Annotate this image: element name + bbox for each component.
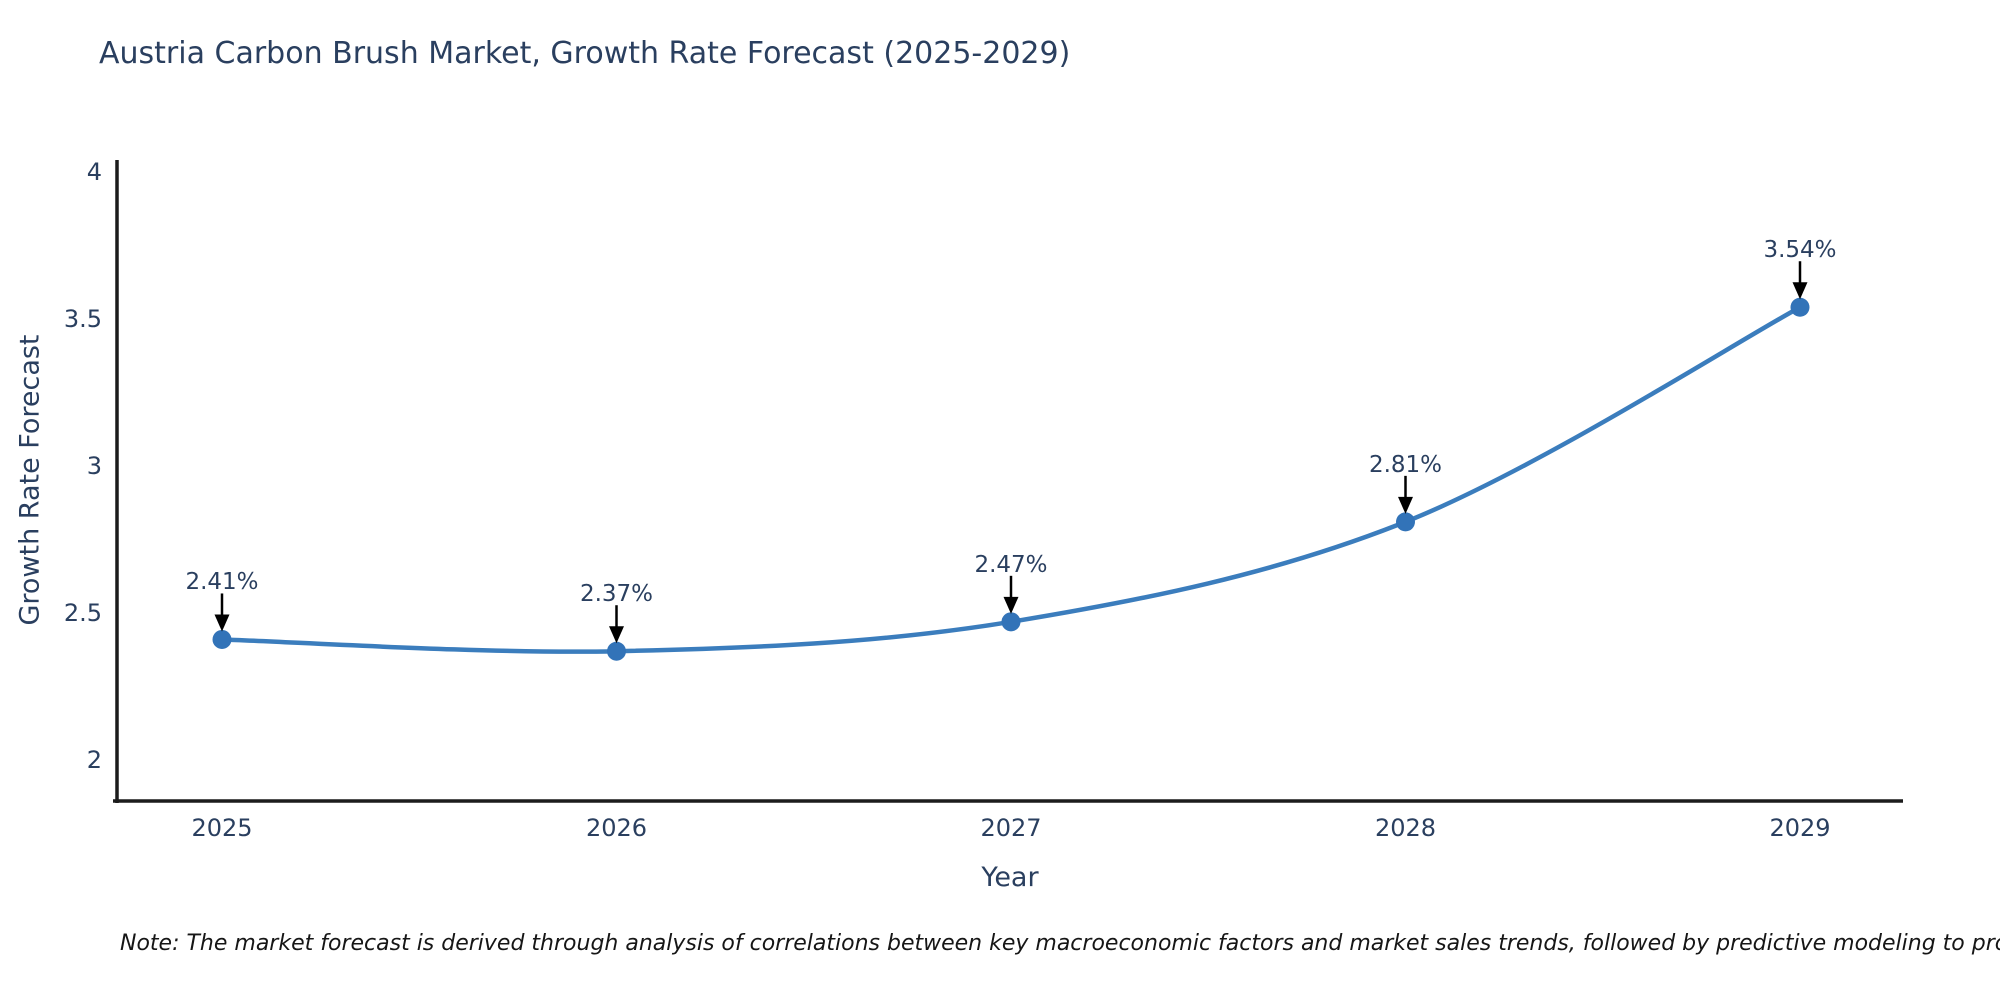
annotation-arrowhead-icon bbox=[1792, 282, 1808, 300]
x-tick-label: 2027 bbox=[980, 814, 1042, 842]
data-label: 2.47% bbox=[974, 551, 1048, 578]
data-label: 3.54% bbox=[1763, 237, 1837, 264]
trend-line bbox=[221, 305, 1802, 654]
data-label: 2.81% bbox=[1368, 451, 1443, 478]
data-point-marker[interactable] bbox=[607, 641, 626, 661]
x-tick-label: 2029 bbox=[1769, 814, 1831, 842]
data-point-marker[interactable] bbox=[212, 629, 232, 649]
y-tick-label: 2.5 bbox=[63, 599, 102, 627]
data-point-marker[interactable] bbox=[1396, 512, 1415, 532]
data-point-marker[interactable] bbox=[1790, 297, 1810, 317]
x-tick-label: 2026 bbox=[585, 814, 648, 842]
annotation-arrowhead-icon bbox=[1398, 496, 1413, 514]
x-tick-label: 2028 bbox=[1374, 814, 1437, 842]
y-tick-label: 3 bbox=[86, 452, 102, 480]
y-tick-label: 3.5 bbox=[63, 305, 102, 333]
y-tick-label: 2 bbox=[86, 746, 102, 774]
y-tick-label: 4 bbox=[86, 158, 102, 186]
data-point-marker[interactable] bbox=[1001, 612, 1021, 632]
x-tick-label: 2025 bbox=[191, 814, 253, 842]
chart-title: Austria Carbon Brush Market, Growth Rate… bbox=[99, 36, 1071, 71]
annotation-arrowhead-icon bbox=[609, 626, 624, 644]
annotation-arrowhead-icon bbox=[1003, 596, 1019, 614]
x-axis-title: Year bbox=[981, 862, 1039, 893]
data-label: 2.37% bbox=[579, 581, 654, 608]
data-label: 2.41% bbox=[185, 569, 259, 596]
footnote: Note: The market forecast is derived thr… bbox=[120, 931, 2000, 956]
annotation-arrowhead-icon bbox=[214, 614, 230, 632]
